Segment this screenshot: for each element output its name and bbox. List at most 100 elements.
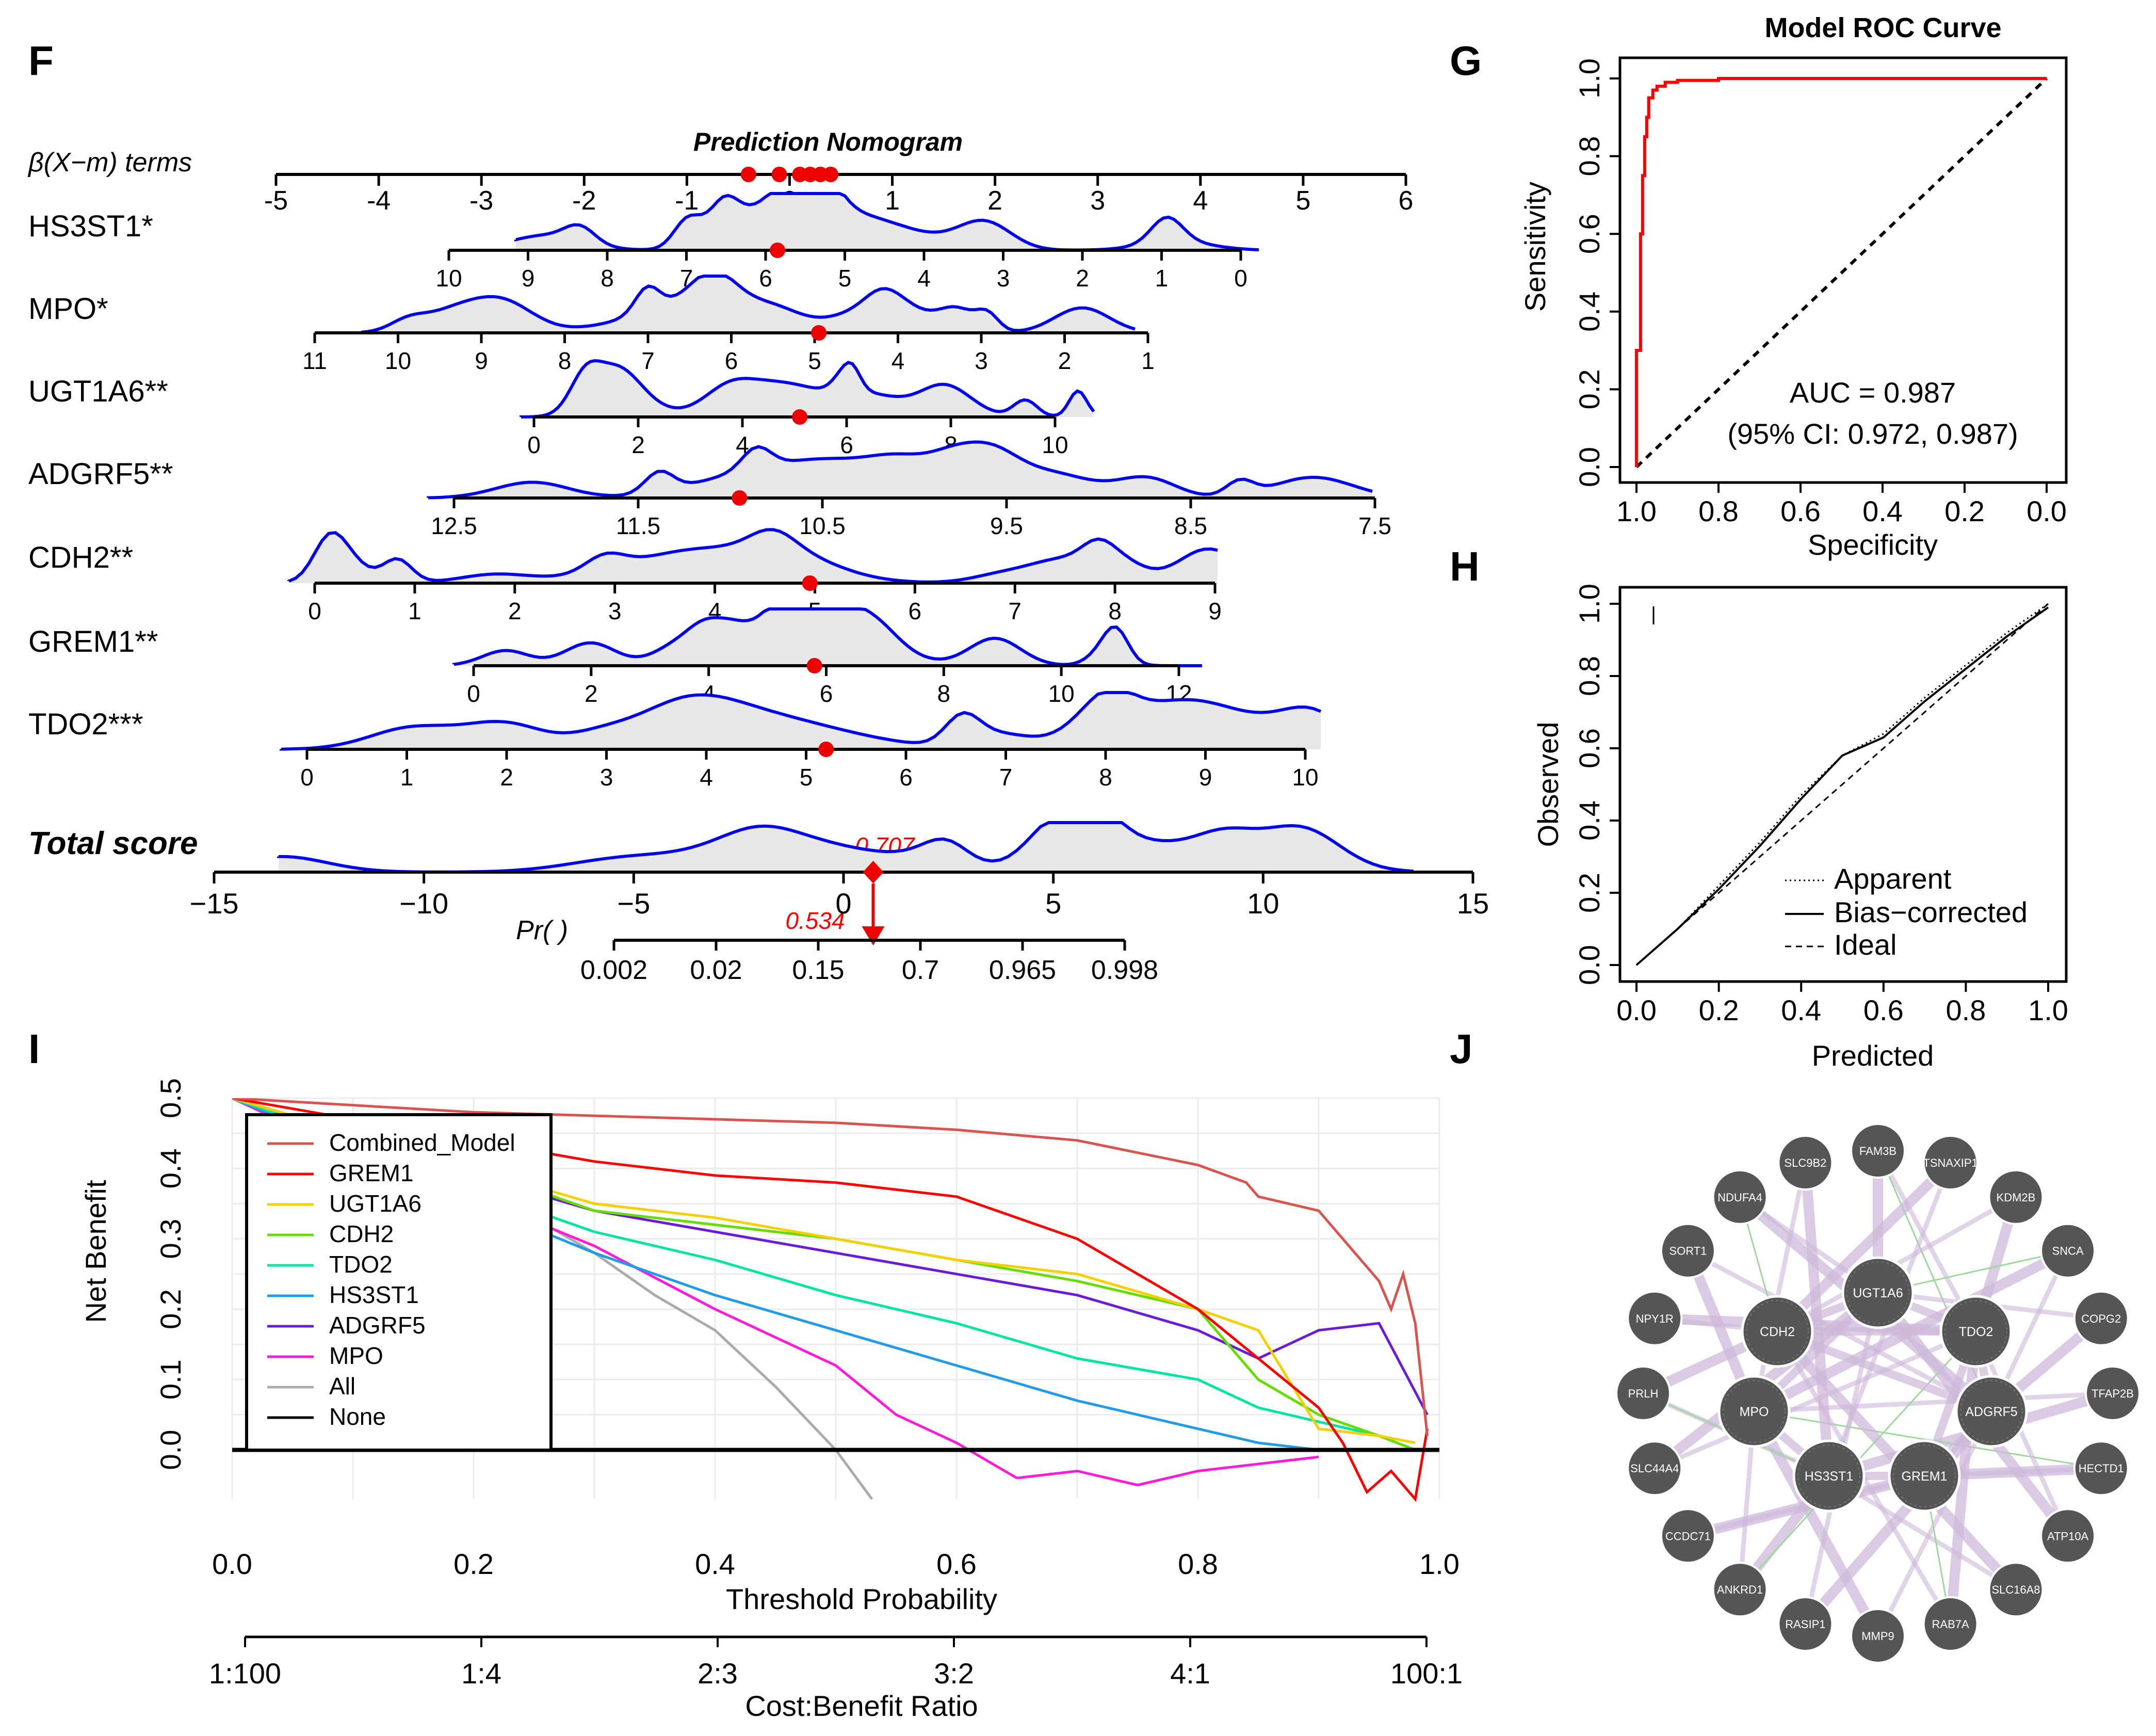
network-node: [1627, 1290, 1683, 1346]
dca-legend-label: CDH2: [329, 1220, 394, 1247]
network-node: [1777, 1596, 1834, 1652]
network-node-label: RAB7A: [1932, 1618, 1969, 1631]
dca-legend-label: TDO2: [329, 1251, 393, 1278]
variable-label: HS3ST1*: [28, 210, 153, 243]
network-node-label: MPO: [1740, 1405, 1769, 1419]
dca-x-tick-label: 0.8: [1178, 1548, 1218, 1580]
total-score-tick-label: 0: [835, 887, 851, 920]
network-node: [1712, 1562, 1768, 1618]
roc-x-tick-label: 1.0: [1616, 495, 1657, 527]
total-score-tick-label: 15: [1457, 887, 1489, 920]
auc-annotation: AUC = 0.987: [1790, 376, 1956, 409]
beta-axis-tick-label: 4: [1193, 186, 1208, 216]
network-node-label: NDUFA4: [1717, 1191, 1762, 1204]
calibration-y-tick-label: 0.8: [1573, 656, 1606, 696]
network-node-hatch: [1746, 1300, 1809, 1363]
variable-axis-tick-label: 6: [909, 598, 922, 624]
beta-point: [823, 167, 839, 182]
variable-density-fill: [281, 693, 1321, 749]
variable-point: [802, 575, 818, 591]
network-edge: [1973, 1330, 2070, 1537]
network-node-label: TFAP2B: [2092, 1387, 2134, 1400]
network-node-label: TSNAXIP1: [1923, 1156, 1977, 1169]
network-node: [1777, 1135, 1834, 1191]
roc-frame: [1618, 56, 2068, 484]
variable-axis-tick-label: 11.5: [616, 512, 660, 539]
roc-y-tick-label: 0.4: [1573, 292, 1606, 332]
network-node-hatch: [1797, 1444, 1860, 1507]
network-node-query: [1717, 1375, 1791, 1448]
dca-x2-tick-label: 1:100: [209, 1657, 281, 1690]
variable-axis-tick-label: 5: [838, 265, 852, 292]
panel-label-I: I: [28, 1026, 40, 1072]
roc-x-tick-label: 0.8: [1698, 495, 1739, 527]
calibration-legend-label: Bias−corrected: [1834, 896, 2028, 928]
network-node: [1712, 1169, 1768, 1225]
variable-axis-tick-label: 4: [700, 764, 713, 791]
network-node: [2040, 1508, 2096, 1564]
variable-axis-tick-label: 1: [1141, 347, 1155, 374]
variable-axis-tick-label: 2: [500, 764, 513, 791]
roc-y-tick-label: 0.0: [1573, 447, 1606, 487]
auc-ci-annotation: (95% CI: 0.972, 0.987): [1727, 417, 2018, 450]
calibration-legend-label: Apparent: [1834, 862, 1952, 895]
network-node-label: FAM3B: [1859, 1145, 1896, 1158]
network-node-hatch: [1944, 1300, 2007, 1363]
total-score-tick-label: 5: [1045, 887, 1061, 920]
variable-axis-tick-label: 12.5: [431, 512, 477, 539]
calibration-y-tick-label: 0.6: [1573, 728, 1606, 768]
network-node-hatch: [1723, 1380, 1786, 1443]
network-node-label: SNCA: [2052, 1245, 2084, 1258]
roc-x-tick-label: 0.2: [1944, 495, 1985, 527]
network-node-label: ANKRD1: [1717, 1583, 1763, 1596]
network-node-label: KDM2B: [1997, 1191, 2036, 1204]
network-node-label: PRLH: [1628, 1387, 1659, 1400]
variable-axis-tick-label: 2: [631, 431, 645, 458]
beta-axis-tick-label: 6: [1399, 186, 1414, 216]
dca-y-tick-label: 0.0: [154, 1430, 187, 1470]
variable-label: UGT1A6**: [28, 375, 168, 408]
roc-y-label: Sensitivity: [1519, 182, 1551, 312]
roc-panel: Model ROC Curve Specificity Sensitivity …: [1519, 12, 2068, 561]
variable-axis-tick-label: 8: [601, 265, 614, 292]
dca-x2-tick-label: 3:2: [934, 1657, 974, 1690]
network-node: [1922, 1135, 1979, 1191]
calibration-x-tick-label: 0.0: [1616, 994, 1657, 1026]
decision-curve-panel: Threshold Probability Cost:Benefit Ratio…: [79, 1078, 1463, 1722]
variable-axis-tick-label: 10: [1048, 680, 1075, 707]
network-node-query: [1741, 1295, 1814, 1368]
pr-value: 0.534: [785, 907, 845, 934]
variable-density-fill: [289, 529, 1218, 583]
calibration-series-line: [1636, 603, 2049, 966]
calibration-panel: Predicted Observed 0.0 0.2 0.4 0.6 0.8 1.0 0.0…: [1532, 584, 2068, 1072]
variable-label: ADGRF5**: [28, 457, 173, 491]
network-node-label: HECTD1: [2079, 1462, 2124, 1475]
variable-axis-tick-label: 10.5: [799, 512, 846, 539]
panel-label-G: G: [1450, 38, 1482, 84]
network-edge: [1749, 1409, 1883, 1638]
network-node-hatch: [1893, 1444, 1956, 1507]
total-score-tick-label: −15: [190, 887, 239, 920]
dca-x2-tick-label: 4:1: [1170, 1657, 1210, 1690]
variable-density-fill: [361, 276, 1135, 333]
variable-axis-tick-label: 8: [1108, 598, 1122, 624]
pr-axis-label: Pr( ): [516, 915, 568, 945]
dca-x-tick-label: 0.0: [212, 1548, 252, 1580]
network-node-label: COPG2: [2081, 1312, 2121, 1325]
variable-axis-tick-label: 11: [302, 347, 327, 374]
variable-axis-tick-label: 7.5: [1358, 512, 1391, 539]
variable-axis-tick-label: 0: [467, 680, 480, 707]
pr-arrow-head: [862, 926, 885, 945]
beta-axis-tick-label: 1: [885, 186, 900, 216]
variable-point: [732, 490, 748, 506]
variable-axis-tick-label: 3: [600, 764, 613, 791]
variable-axis-tick-label: 0: [1234, 265, 1247, 292]
variable-axis-tick-label: 7: [999, 764, 1013, 791]
calibration-y-tick-label: 0.4: [1573, 800, 1606, 841]
dca-legend-label: ADGRF5: [329, 1312, 426, 1339]
roc-x-label: Specificity: [1808, 528, 1938, 561]
network-node-label: SORT1: [1669, 1245, 1707, 1258]
network-node-label: NPY1R: [1636, 1312, 1674, 1325]
dca-y-tick-label: 0.1: [154, 1359, 187, 1400]
